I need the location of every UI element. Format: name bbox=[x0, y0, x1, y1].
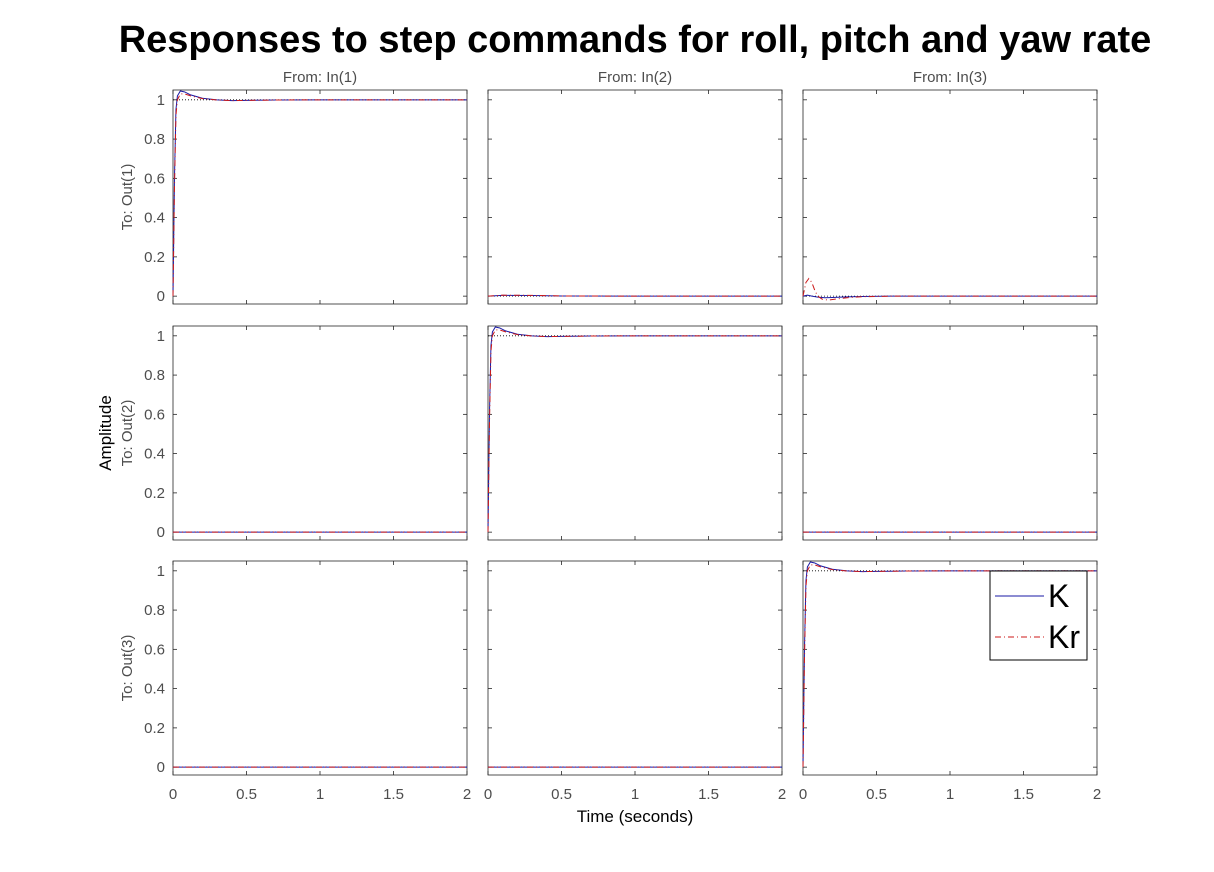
subplot-r2-c2 bbox=[487, 325, 783, 541]
x-tick-label: 1 bbox=[316, 786, 324, 803]
x-tick-label: 2 bbox=[463, 786, 471, 803]
series-kr-line bbox=[802, 277, 1097, 301]
series-kr-line bbox=[802, 564, 1097, 768]
x-tick-label: 0 bbox=[169, 786, 177, 803]
column-label-3: From: In(3) bbox=[913, 69, 987, 86]
x-tick-label: 0.5 bbox=[866, 786, 887, 803]
subplot-frame bbox=[802, 325, 1098, 541]
y-tick-label: 0.2 bbox=[144, 249, 165, 266]
x-tick-label: 1.5 bbox=[383, 786, 404, 803]
y-tick-label: 0.8 bbox=[144, 131, 165, 148]
chart-title: Responses to step commands for roll, pit… bbox=[119, 19, 1152, 61]
subplot-r3-c2: 0 0.5 1 1.5 2 bbox=[484, 560, 786, 803]
y-tick-label: 0.6 bbox=[144, 170, 165, 187]
y-tick-label: 0.6 bbox=[144, 406, 165, 423]
legend-box bbox=[989, 570, 1088, 661]
subplot-frame bbox=[487, 89, 783, 305]
y-tick-label: 0.8 bbox=[144, 602, 165, 619]
y-tick-label: 0 bbox=[157, 759, 165, 776]
x-tick-label: 1 bbox=[946, 786, 954, 803]
column-label-1: From: In(1) bbox=[283, 69, 357, 86]
x-tick-label: 2 bbox=[778, 786, 786, 803]
x-tick-label: 1 bbox=[631, 786, 639, 803]
legend-label-kr: Kr bbox=[1048, 619, 1080, 655]
legend-label-k: K bbox=[1048, 578, 1069, 614]
subplot-frame bbox=[487, 325, 783, 541]
x-tick-label: 1.5 bbox=[698, 786, 719, 803]
subplot-r2-c1: 0 0.2 0.4 0.6 0.8 1 To: Out(2) bbox=[119, 325, 468, 541]
x-tick-label: 1.5 bbox=[1013, 786, 1034, 803]
subplot-r1-c2: From: In(2) bbox=[487, 69, 783, 305]
y-tick-label: 0 bbox=[157, 288, 165, 305]
y-tick-label: 0.6 bbox=[144, 641, 165, 658]
column-label-2: From: In(2) bbox=[598, 69, 672, 86]
legend: K Kr bbox=[989, 570, 1088, 661]
subplot-frame bbox=[172, 325, 468, 541]
axis-labels: Time (seconds) Amplitude bbox=[96, 395, 693, 826]
x-tick-label: 0 bbox=[799, 786, 807, 803]
x-tick-label: 0 bbox=[484, 786, 492, 803]
x-tick-label: 0.5 bbox=[236, 786, 257, 803]
y-tick-label: 0.2 bbox=[144, 485, 165, 502]
series-kr-line bbox=[487, 294, 782, 297]
series-kr-line bbox=[172, 93, 467, 297]
subplot-grid: 0 0.2 0.4 0.6 0.8 1 To: Out(1) From: In(1) From:… bbox=[119, 69, 1101, 803]
row-label-2: To: Out(2) bbox=[119, 400, 136, 467]
subplot-r2-c3 bbox=[802, 325, 1098, 541]
subplot-frame bbox=[172, 560, 468, 776]
subplot-r1-c3: From: In(3) bbox=[802, 69, 1098, 305]
y-tick-label: 1 bbox=[157, 563, 165, 580]
subplot-frame bbox=[802, 89, 1098, 305]
y-tick-label: 0.2 bbox=[144, 720, 165, 737]
y-tick-label: 0 bbox=[157, 524, 165, 541]
subplot-frame bbox=[487, 560, 783, 776]
x-axis-label: Time (seconds) bbox=[577, 807, 694, 826]
y-tick-label: 0.8 bbox=[144, 367, 165, 384]
row-label-1: To: Out(1) bbox=[119, 164, 136, 231]
y-tick-label: 0.4 bbox=[144, 446, 165, 463]
x-tick-label: 2 bbox=[1093, 786, 1101, 803]
y-tick-label: 0.4 bbox=[144, 681, 165, 698]
x-tick-label: 0.5 bbox=[551, 786, 572, 803]
y-tick-label: 0.4 bbox=[144, 210, 165, 227]
row-label-3: To: Out(3) bbox=[119, 635, 136, 702]
series-kr-line bbox=[487, 329, 782, 533]
subplot-frame bbox=[172, 89, 468, 305]
subplot-r1-c1: 0 0.2 0.4 0.6 0.8 1 To: Out(1) From: In(1) bbox=[119, 69, 468, 305]
y-tick-label: 1 bbox=[157, 328, 165, 345]
y-axis-label: Amplitude bbox=[96, 395, 115, 471]
y-tick-label: 1 bbox=[157, 92, 165, 109]
